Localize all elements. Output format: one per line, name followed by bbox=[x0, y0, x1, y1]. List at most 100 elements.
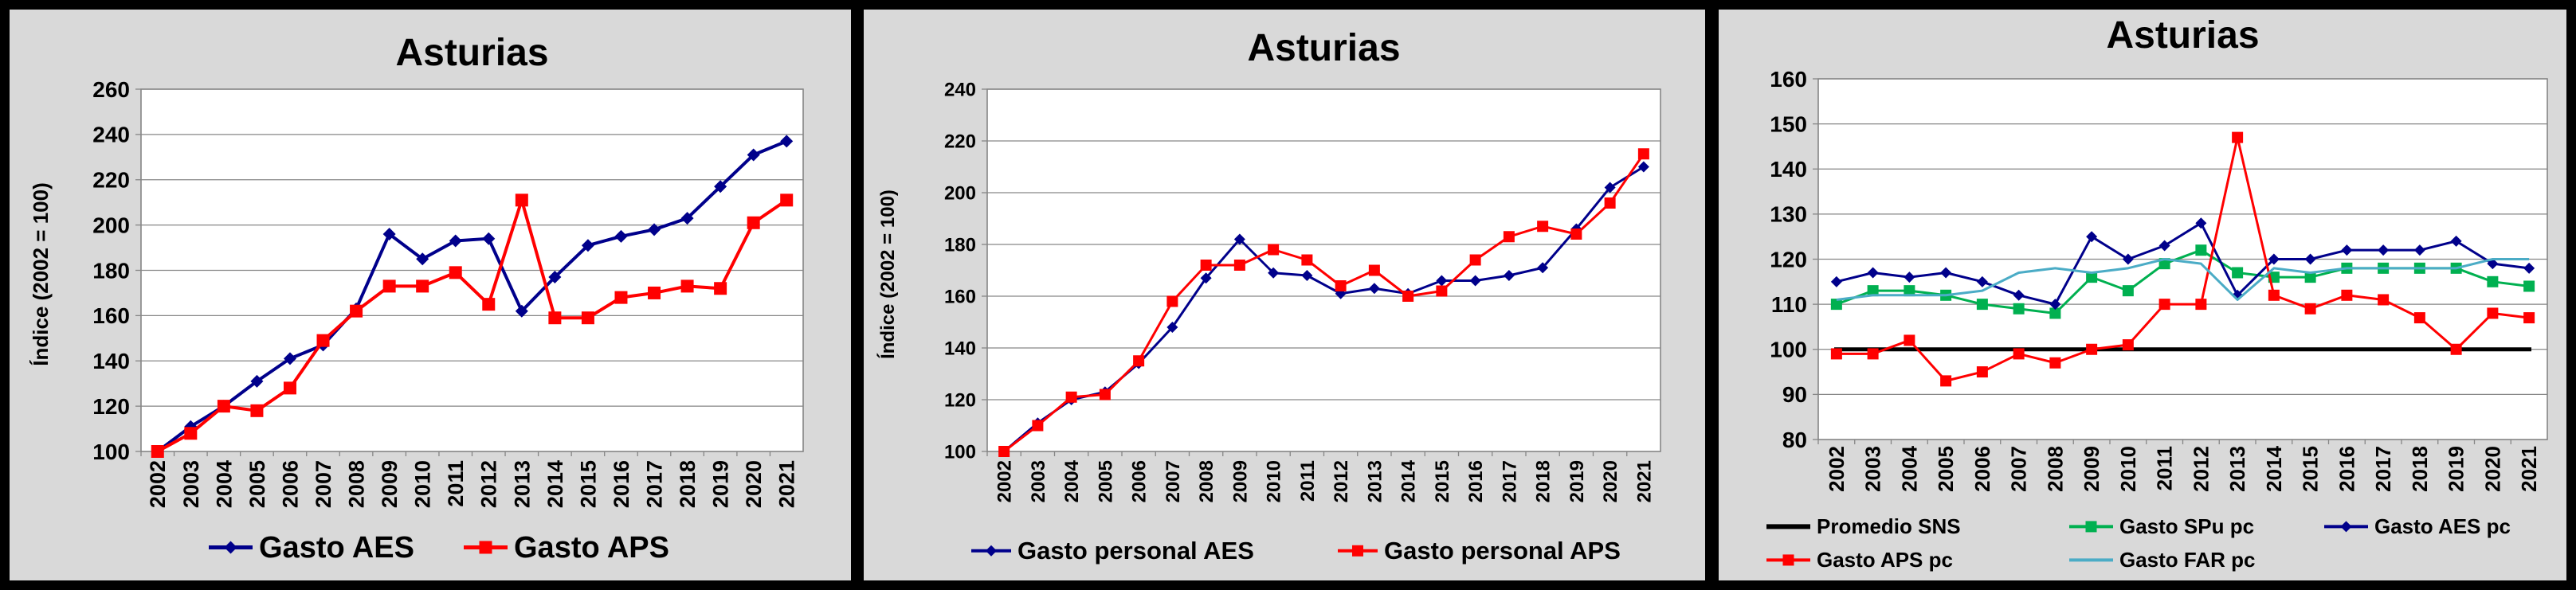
x-tick-label: 2015 bbox=[576, 460, 600, 508]
data-point bbox=[998, 446, 1010, 457]
x-tick-label: 2003 bbox=[1861, 446, 1885, 492]
data-point bbox=[2523, 280, 2535, 292]
data-point bbox=[2523, 262, 2535, 274]
legend-label: Gasto AES pc bbox=[2374, 514, 2511, 538]
data-point bbox=[2195, 217, 2207, 229]
data-point bbox=[1830, 275, 1842, 287]
data-point bbox=[2487, 307, 2499, 319]
data-point bbox=[2049, 357, 2061, 369]
chart-title: Asturias bbox=[395, 32, 548, 74]
data-point bbox=[2450, 235, 2462, 247]
data-point bbox=[648, 223, 661, 236]
x-tick-label: 2016 bbox=[2335, 446, 2358, 492]
x-tick-label: 2017 bbox=[1499, 460, 1520, 502]
data-point bbox=[217, 400, 230, 413]
data-point bbox=[482, 232, 496, 245]
data-point bbox=[250, 404, 264, 417]
data-point bbox=[1233, 233, 1245, 245]
data-point bbox=[2487, 275, 2499, 287]
x-tick-label: 2016 bbox=[610, 460, 633, 508]
y-tick-label: 160 bbox=[92, 303, 130, 328]
data-point bbox=[2013, 289, 2025, 301]
legend-marker bbox=[2340, 521, 2352, 533]
chart-2-svg: Asturias 100 120 140 160 180 200 220 240 2002 2003… bbox=[876, 27, 1661, 565]
data-point bbox=[449, 234, 462, 248]
data-point bbox=[747, 216, 760, 229]
data-point bbox=[747, 148, 760, 162]
data-point bbox=[1637, 161, 1649, 173]
data-point bbox=[2122, 285, 2134, 297]
data-point bbox=[714, 282, 727, 295]
data-point bbox=[2195, 299, 2207, 311]
x-tick-label: 2013 bbox=[510, 460, 534, 508]
y-tick-label: 150 bbox=[1770, 111, 1807, 136]
data-point bbox=[382, 279, 396, 293]
x-tick-label: 2019 bbox=[709, 460, 733, 508]
y-tick-label: 240 bbox=[944, 79, 976, 100]
data-point bbox=[2304, 303, 2316, 315]
x-tick-label: 2012 bbox=[477, 460, 501, 508]
legend-marker bbox=[479, 541, 492, 554]
data-point bbox=[1436, 285, 1448, 297]
y-tick-label: 110 bbox=[1771, 292, 1807, 317]
data-point bbox=[151, 445, 164, 458]
x-tick-label: 2008 bbox=[345, 460, 369, 508]
data-point bbox=[2341, 244, 2353, 256]
data-point bbox=[2013, 348, 2025, 360]
x-tick-label: 2009 bbox=[2080, 446, 2104, 492]
data-point bbox=[2049, 299, 2061, 311]
y-tick-label: 130 bbox=[1770, 202, 1807, 227]
x-tick-label: 2020 bbox=[2480, 446, 2504, 492]
data-point bbox=[1133, 355, 1145, 367]
y-tick-label: 240 bbox=[92, 123, 130, 147]
x-tick-label: 2002 bbox=[146, 460, 170, 508]
legend-label: Gasto personal APS bbox=[1384, 537, 1621, 565]
x-tick-label: 2010 bbox=[2116, 446, 2140, 492]
data-point bbox=[2122, 339, 2134, 351]
x-tick-label: 2021 bbox=[775, 460, 799, 508]
data-point bbox=[1830, 299, 1842, 311]
x-tick-label: 2004 bbox=[212, 460, 236, 508]
data-point bbox=[1268, 244, 1280, 256]
data-point bbox=[2232, 267, 2244, 279]
data-point bbox=[1469, 275, 1481, 287]
legend-label: Promedio SNS bbox=[1817, 514, 1961, 538]
x-tick-label: 2003 bbox=[1028, 460, 1049, 502]
x-tick-label: 2005 bbox=[245, 460, 269, 508]
y-tick-label: 120 bbox=[944, 389, 976, 411]
y-tick-label: 140 bbox=[92, 349, 130, 373]
x-tick-label: 2008 bbox=[1196, 460, 1217, 502]
x-tick-label: 2006 bbox=[278, 460, 302, 508]
x-tick-label: 2007 bbox=[1163, 460, 1184, 502]
x-tick-label: 2004 bbox=[1897, 445, 1921, 491]
data-point bbox=[1402, 291, 1414, 302]
y-tick-label: 180 bbox=[92, 258, 130, 283]
data-point bbox=[1368, 283, 1380, 295]
data-point bbox=[515, 304, 528, 318]
data-point bbox=[1570, 229, 1582, 240]
y-tick-label: 100 bbox=[1770, 338, 1807, 362]
data-point bbox=[1099, 389, 1111, 400]
x-tick-label: 2002 bbox=[1825, 446, 1849, 492]
data-point bbox=[283, 352, 296, 365]
y-axis-label: Índice (2002 = 100) bbox=[876, 190, 899, 359]
y-tick-label: 200 bbox=[92, 213, 130, 237]
y-tick-label: 200 bbox=[944, 182, 976, 204]
data-point bbox=[2378, 294, 2390, 306]
data-point bbox=[548, 271, 562, 284]
data-point bbox=[1976, 366, 1988, 378]
x-tick-label: 2014 bbox=[543, 460, 567, 508]
data-point bbox=[1166, 295, 1178, 307]
x-tick-label: 2011 bbox=[2153, 446, 2177, 490]
series-line-gasto-personal-aes bbox=[1003, 166, 1645, 453]
data-point bbox=[1469, 254, 1481, 266]
data-point bbox=[1301, 254, 1313, 266]
data-point bbox=[416, 279, 429, 293]
data-point bbox=[482, 298, 496, 311]
x-tick-label: 2018 bbox=[1533, 460, 1555, 502]
legend-label: Gasto APS pc bbox=[1817, 548, 1953, 572]
data-point bbox=[1335, 280, 1347, 291]
data-point bbox=[1904, 334, 1915, 346]
data-point bbox=[1867, 267, 1879, 279]
data-point bbox=[1233, 260, 1245, 271]
